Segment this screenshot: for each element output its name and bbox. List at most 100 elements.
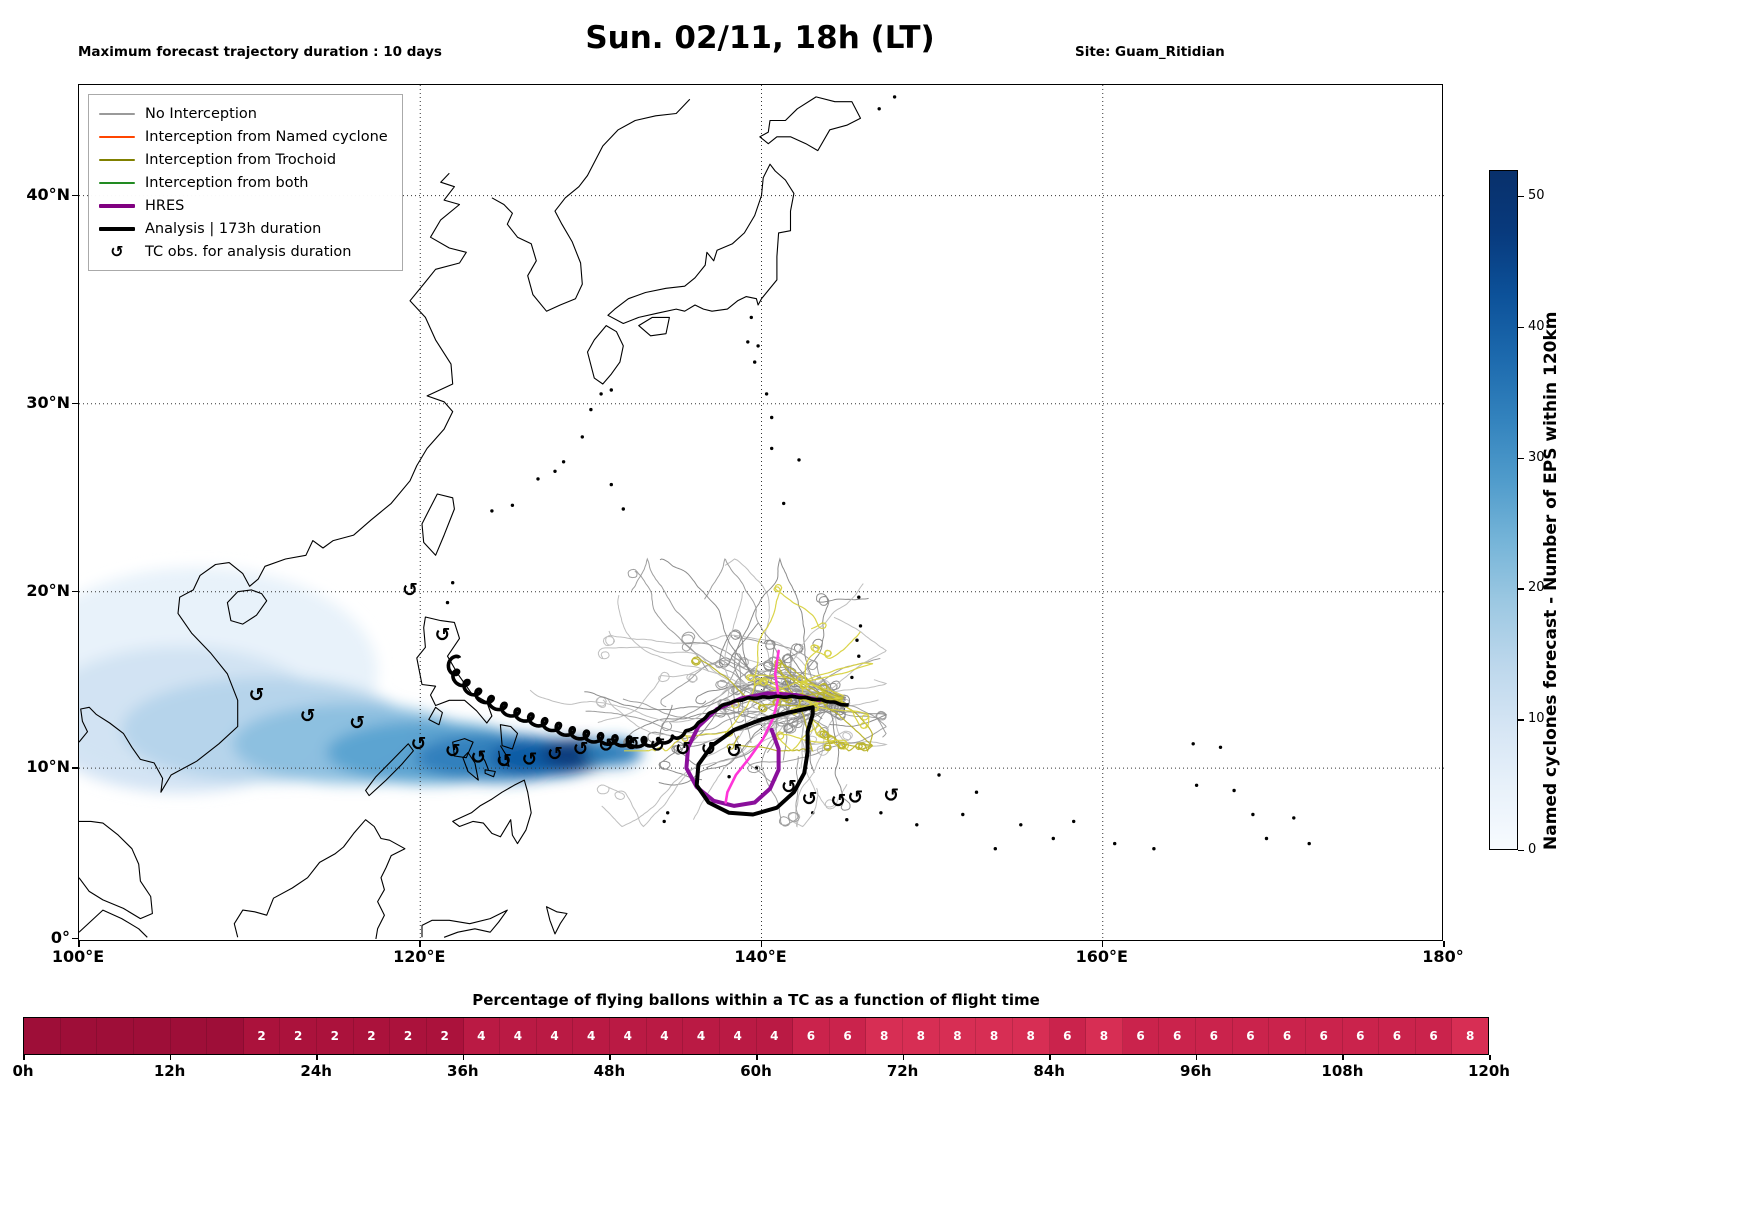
tc-obs-symbol: ↺ — [411, 733, 427, 755]
coastlines-layer — [79, 95, 1311, 939]
legend-label: No Interception — [145, 105, 257, 122]
tc-obs-symbol: ↺ — [726, 740, 742, 762]
tc-obs-symbol: ↺ — [847, 786, 863, 808]
figure-title: Sun. 02/11, 18h (LT) — [585, 20, 935, 56]
strip-cell: 6 — [1342, 1018, 1380, 1054]
tc-obs-symbol: ↺ — [598, 735, 614, 757]
colorbar-gradient — [1490, 171, 1517, 849]
tc-obs-symbol: ↺ — [402, 579, 418, 601]
x-tick-label: 160°E — [1075, 947, 1128, 966]
strip-cell: 4 — [756, 1018, 794, 1054]
colorbar-label: Named cyclones forecast - Number of EPS … — [1541, 311, 1561, 850]
strip-tick-label: 0h — [12, 1062, 34, 1080]
y-tick-label: 30°N — [26, 392, 70, 412]
legend-line — [99, 203, 135, 208]
density-layer — [79, 567, 643, 793]
x-tick-label: 180° — [1422, 947, 1464, 966]
legend-label: Interception from Trochoid — [145, 151, 337, 168]
strip-cell — [60, 1018, 98, 1054]
colorbar-tick-mark — [1518, 850, 1524, 852]
x-tick-label: 120°E — [393, 947, 446, 966]
tc-obs-symbol: ↺ — [624, 733, 640, 755]
tc-obs-symbol: ↺ — [781, 776, 797, 798]
colorbar-tick-label: 40 — [1528, 318, 1545, 334]
legend-label: Interception from both — [145, 174, 309, 191]
legend-label: TC obs. for analysis duration — [145, 243, 352, 260]
legend-row: Interception from Trochoid — [99, 148, 388, 171]
legend-row: Analysis | 173h duration — [99, 217, 388, 240]
strip-tick-label: 84h — [1033, 1062, 1065, 1080]
colorbar-tick-label: 10 — [1528, 711, 1545, 727]
strip-tick-mark — [1049, 1055, 1051, 1060]
tc-obs-symbol: ↺ — [675, 738, 691, 760]
strip-cell: 4 — [536, 1018, 574, 1054]
strip-tick-mark — [169, 1055, 172, 1060]
strip-tick-label: 48h — [593, 1062, 626, 1080]
colorbar-tick-label: 50 — [1528, 188, 1545, 204]
strip-cell — [24, 1018, 61, 1054]
strip-cell: 2 — [390, 1018, 427, 1054]
strip-tick-mark — [609, 1055, 611, 1060]
strip-tick-mark — [23, 1055, 25, 1060]
tc-obs-symbol: ↺ — [522, 748, 538, 770]
line-swatch — [99, 181, 135, 184]
tc-obs-symbol: ↺ — [349, 712, 365, 734]
strip-cell: 8 — [903, 1018, 940, 1054]
x-tick-label: 100°E — [51, 947, 105, 966]
tc-obs-symbol: ↺ — [830, 790, 846, 812]
y-tick-label: 40°N — [26, 184, 70, 204]
strip-tick-mark — [1195, 1055, 1198, 1060]
strip-cell: 6 — [1269, 1018, 1306, 1054]
strip-cell: 2 — [243, 1018, 281, 1054]
x-tick-mark — [760, 941, 762, 947]
legend-line — [99, 158, 135, 161]
strip-cell: 4 — [646, 1018, 684, 1054]
tc-obs-symbol: ↺ — [496, 750, 512, 772]
strip-cell: 6 — [793, 1018, 830, 1054]
tc-obs-symbol: ↺ — [573, 738, 589, 760]
strip-cell — [97, 1018, 134, 1054]
strip-tick-mark — [1489, 1055, 1491, 1060]
strip-tick-label: 60h — [740, 1062, 772, 1080]
legend-line — [99, 112, 135, 115]
line-swatch — [99, 158, 135, 161]
strip-tick-mark — [756, 1055, 758, 1060]
strip-cell: 6 — [1196, 1018, 1233, 1054]
legend-row: HRES — [99, 194, 388, 217]
strip-cell: 6 — [1232, 1018, 1270, 1054]
legend-label: Interception from Named cyclone — [145, 128, 388, 145]
strip-cell: 8 — [976, 1018, 1013, 1054]
strip-cell — [133, 1018, 171, 1054]
strip-cell — [207, 1018, 244, 1054]
legend-row: ↺ TC obs. for analysis duration — [99, 240, 388, 263]
tc-obs-symbol: ↺ — [649, 735, 665, 757]
y-tick-label: 20°N — [26, 580, 70, 600]
strip-tick-label: 120h — [1468, 1062, 1510, 1080]
x-tick-mark — [419, 941, 421, 947]
map-canvas: ↺↺↺↺ ↺↺ ↺ ↺ ↺ ↺ ↺ ↺ ↺ ↺ ↺ ↺ ↺ ↺↺↺ ↺ ↺ ↺ — [79, 85, 1444, 939]
strip-cell: 8 — [866, 1018, 903, 1054]
legend-label: Analysis | 173h duration — [145, 220, 322, 237]
tc-obs-symbol: ↺ — [110, 242, 124, 261]
tc-obs-symbol: ↺ — [701, 738, 717, 760]
main-tracks-layer — [446, 649, 850, 817]
y-tick-label: 0° — [50, 927, 70, 947]
x-tick-mark — [78, 941, 80, 947]
strip-cell: 6 — [1305, 1018, 1343, 1054]
x-tick-mark — [1101, 941, 1104, 947]
strip-cell: 6 — [1379, 1018, 1416, 1054]
tc-obs-symbol: ↺ — [883, 785, 899, 807]
legend-line — [99, 135, 135, 138]
y-tick-mark — [72, 590, 78, 593]
line-swatch — [99, 112, 135, 115]
tc-obs-symbol: ↺ — [445, 740, 461, 762]
y-tick-mark — [72, 194, 78, 197]
colorbar-tick-mark — [1518, 326, 1524, 329]
strip-cell: 6 — [1122, 1018, 1160, 1054]
strip-cell: 2 — [280, 1018, 317, 1054]
colorbar-tick-label: 30 — [1528, 449, 1545, 465]
x-tick-mark — [1443, 941, 1445, 947]
colorbar-tick-mark — [1518, 719, 1524, 721]
